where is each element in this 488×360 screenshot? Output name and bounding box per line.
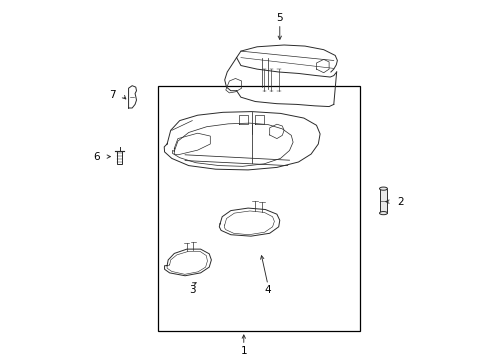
Text: 1: 1 [240, 346, 246, 356]
Text: 4: 4 [264, 285, 271, 295]
Text: 7: 7 [109, 90, 115, 100]
Bar [158, 86, 359, 331]
Bar [379, 189, 386, 213]
Ellipse shape [379, 212, 386, 215]
Bar [117, 151, 122, 164]
Text: 2: 2 [397, 197, 403, 207]
Text: 5: 5 [276, 13, 283, 23]
Ellipse shape [379, 187, 386, 190]
Text: 6: 6 [93, 152, 100, 162]
Text: 3: 3 [188, 285, 195, 295]
